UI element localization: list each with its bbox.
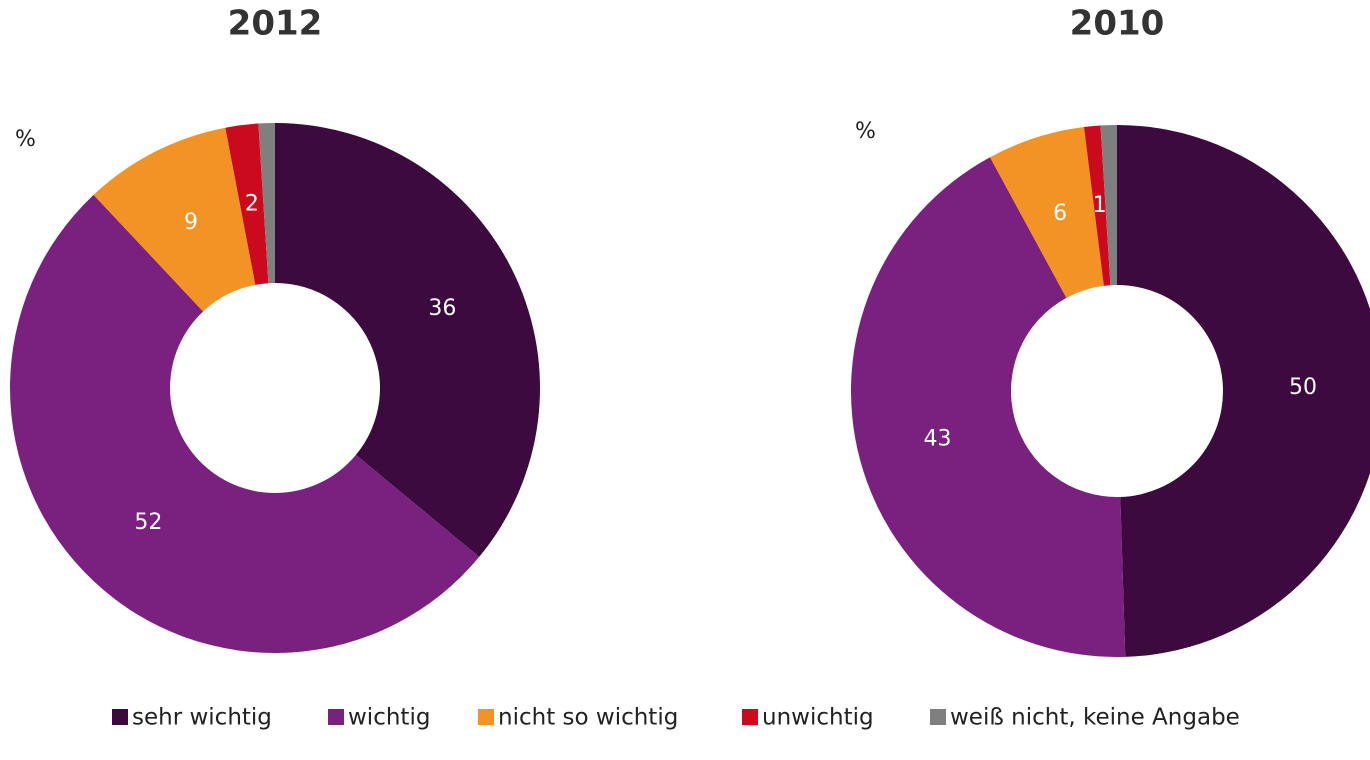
data-label: 6	[1053, 201, 1067, 226]
legend-label: nicht so wichtig	[498, 705, 678, 731]
donut-slice	[1083, 125, 1111, 286]
data-label: 50	[1289, 375, 1317, 400]
data-label: 52	[134, 510, 162, 535]
donut-slice	[258, 123, 275, 284]
data-label: 36	[428, 296, 456, 321]
donut-slice	[1100, 125, 1117, 286]
legend-swatch	[478, 709, 494, 725]
unit-label: %	[15, 127, 36, 152]
legend-label: unwichtig	[762, 705, 874, 731]
data-label: 2	[245, 191, 259, 216]
legend-swatch	[930, 709, 946, 725]
data-label: 43	[923, 427, 951, 452]
donut-slice	[990, 127, 1104, 298]
donut-slice	[1117, 125, 1370, 657]
donut-slice	[10, 194, 480, 654]
donut-slice	[851, 157, 1126, 657]
data-label: 1	[1093, 193, 1107, 218]
legend-swatch	[742, 709, 758, 725]
donut-slice	[225, 123, 269, 285]
unit-label: %	[855, 119, 876, 144]
chart-title: 2010	[1070, 4, 1165, 44]
donut-slice	[93, 127, 256, 312]
legend-label: weiß nicht, keine Angabe	[950, 705, 1240, 731]
legend-swatch	[112, 709, 128, 725]
data-label: 9	[184, 210, 198, 235]
legend-label: wichtig	[348, 705, 430, 731]
legend-label: sehr wichtig	[132, 705, 272, 731]
donut-slice	[275, 123, 540, 557]
legend-swatch	[328, 709, 344, 725]
chart-title: 2012	[228, 4, 323, 44]
